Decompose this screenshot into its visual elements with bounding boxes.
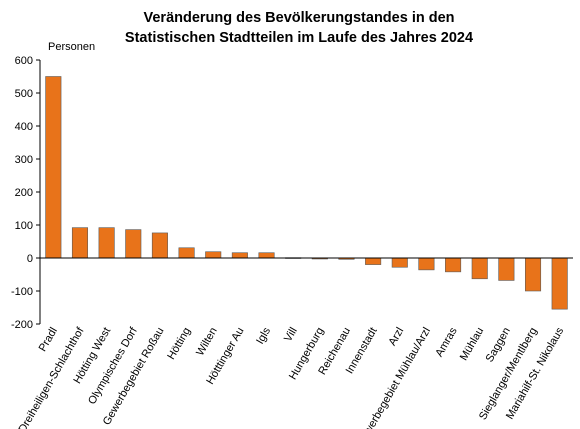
bar xyxy=(445,257,462,273)
bar xyxy=(151,232,168,259)
chart-title-line-1: Veränderung des Bevölkerungstandes in de… xyxy=(143,10,455,26)
category-label: Wilten xyxy=(194,326,220,358)
y-tick-label: 400 xyxy=(15,121,33,133)
category-label: Saggen xyxy=(484,326,513,365)
bar xyxy=(71,227,89,259)
bar xyxy=(258,252,275,259)
chart-title-line-2: Statistischen Stadtteilen im Laufe des J… xyxy=(124,30,474,46)
bar xyxy=(45,76,62,259)
bar xyxy=(418,257,435,271)
bar xyxy=(125,229,142,259)
bar xyxy=(498,257,515,281)
y-axis-label: Personen xyxy=(48,41,96,53)
bar xyxy=(365,257,382,265)
category-label: Amras xyxy=(433,325,460,359)
bar xyxy=(98,227,115,259)
y-tick-label: 500 xyxy=(15,88,33,100)
bar xyxy=(178,247,195,259)
y-tick-label: 0 xyxy=(27,253,33,265)
y-tick-label: 600 xyxy=(15,55,33,67)
category-label: Vill xyxy=(282,326,300,345)
y-tick-label: 100 xyxy=(15,220,33,232)
y-tick-label: -100 xyxy=(11,286,33,298)
bar xyxy=(205,251,222,259)
category-label: Mühlau xyxy=(458,325,486,362)
y-tick-label: -200 xyxy=(11,319,33,331)
y-tick-label: 300 xyxy=(15,154,33,166)
category-label: Hötting xyxy=(165,326,193,362)
category-label: Arzl xyxy=(387,326,407,348)
bar xyxy=(471,257,488,280)
chart-title: Veränderung des Bevölkerungstandes in de… xyxy=(0,8,580,48)
bar xyxy=(391,257,408,268)
bar xyxy=(231,252,248,259)
bar xyxy=(524,257,542,292)
category-label: Igls xyxy=(254,325,273,346)
bar xyxy=(551,257,568,310)
y-tick-label: 200 xyxy=(15,187,33,199)
category-label: Pradl xyxy=(37,326,60,354)
